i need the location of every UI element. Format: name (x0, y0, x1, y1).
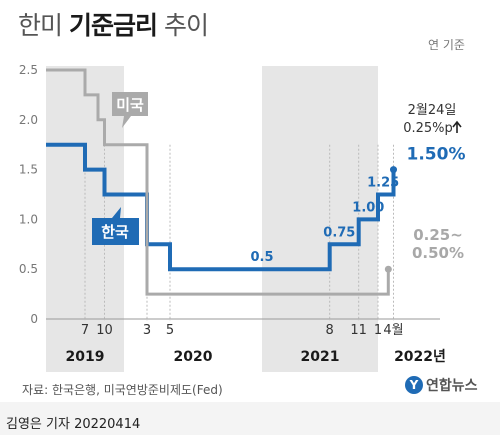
us-end-label: 0.50% (412, 244, 464, 262)
yonhap-logo: Y 연합뉴스 (405, 375, 478, 395)
footer-bar (0, 402, 500, 435)
kr-callout-box (92, 207, 139, 245)
x-tick-label: 7 (81, 323, 89, 338)
credit-line: 김영은 기자 20220414 (6, 417, 141, 432)
us-end-label: 0.25~ (413, 226, 463, 244)
year-label: 2022년 (394, 349, 446, 365)
up-arrow-icon (452, 120, 462, 133)
y-tick-label: 2.0 (19, 113, 38, 127)
chart-title: 한미 기준금리 추이 (18, 6, 209, 42)
kr-step-label: 1.25 (367, 176, 399, 191)
series-line-1 (46, 68, 390, 296)
year-label: 2020 (174, 349, 213, 365)
x-tick-label: 10 (96, 323, 113, 338)
y-tick-label: 1.5 (19, 163, 38, 177)
y-tick-label: 0 (30, 312, 38, 326)
x-tick-label: 3 (143, 323, 151, 338)
year-label: 2021 (301, 349, 340, 365)
series-end-dot (384, 265, 392, 273)
annotation-change: 0.25%p (403, 121, 453, 136)
annotation-date: 2월24일 (408, 103, 457, 118)
y-tick-label: 0.5 (19, 262, 38, 276)
kr-series-label: 한국 (101, 223, 129, 241)
year-label: 2019 (66, 349, 105, 365)
kr-step-label: 1.00 (352, 200, 384, 215)
x-tick-label: 4월 (383, 323, 403, 338)
us-callout-box (112, 92, 148, 128)
kr-step-label: 1.50% (407, 145, 466, 165)
title-pre: 한미 (18, 11, 63, 40)
unit-label: 연 기준 (428, 38, 465, 52)
title-post: 추이 (163, 11, 209, 40)
logo-icon: Y (405, 376, 423, 394)
title-bold: 기준금리 (68, 11, 158, 40)
x-tick-label: 5 (166, 323, 174, 338)
kr-step-label: 0.75 (323, 225, 355, 240)
series-line-0 (46, 142, 396, 272)
series-end-dot (390, 166, 397, 174)
x-tick-label: 1 (374, 323, 382, 338)
x-tick-label: 8 (326, 323, 334, 338)
logo-text: 연합뉴스 (426, 378, 478, 394)
x-tick-label: 11 (350, 323, 367, 338)
y-tick-label: 2.5 (19, 63, 38, 77)
source-note: 자료: 한국은행, 미국연방준비제도(Fed) (22, 383, 223, 397)
y-tick-label: 1.0 (19, 212, 38, 226)
kr-step-label: 0.5 (250, 250, 273, 265)
us-series-label: 미국 (116, 96, 144, 114)
